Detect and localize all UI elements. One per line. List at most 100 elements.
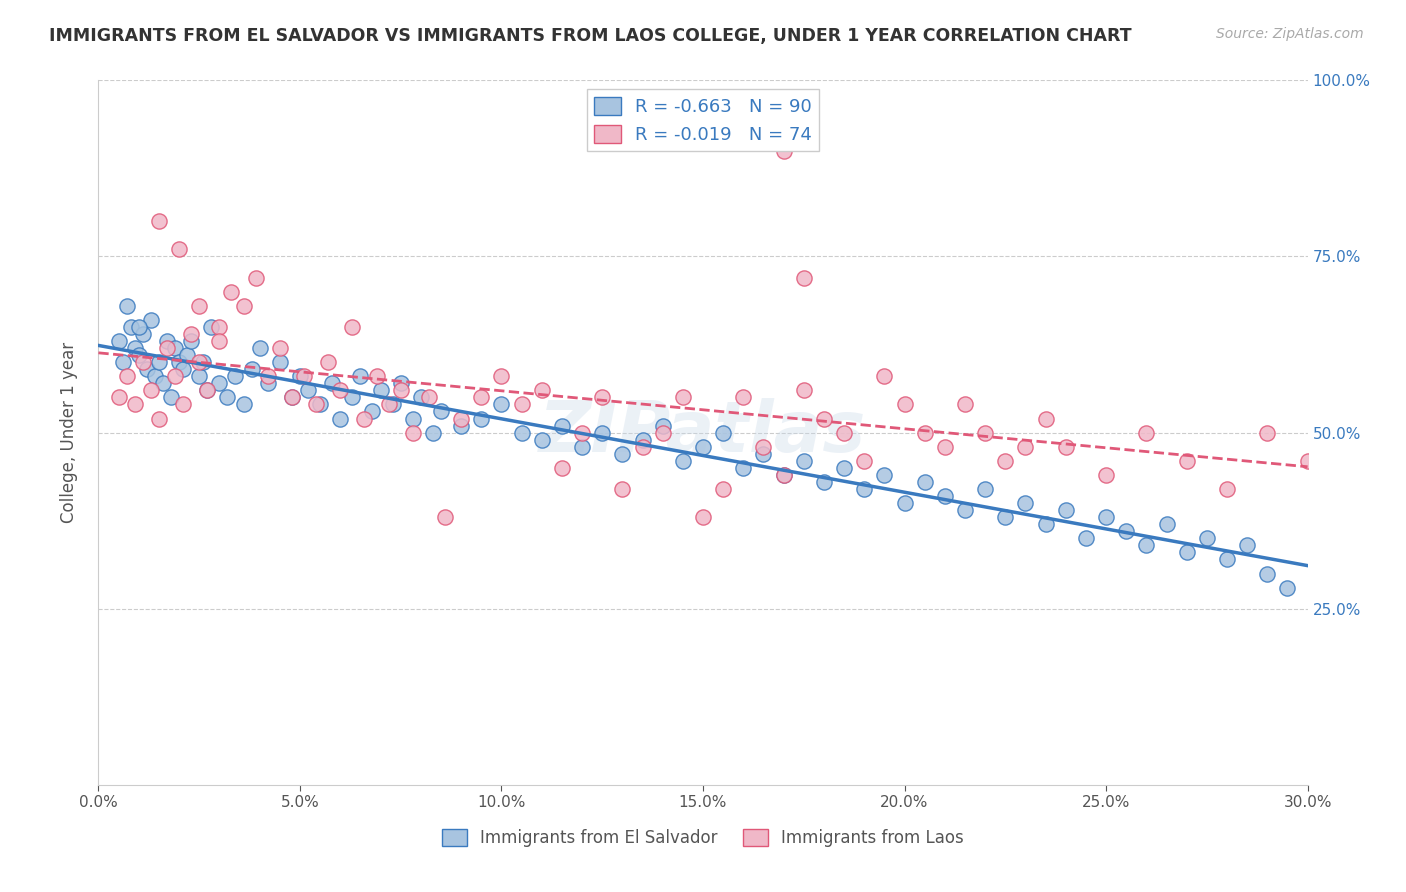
Point xyxy=(139,313,162,327)
Point xyxy=(409,391,432,405)
Point xyxy=(107,334,129,348)
Point xyxy=(309,397,332,411)
Point xyxy=(111,355,134,369)
Point xyxy=(934,440,956,454)
Point xyxy=(873,467,896,482)
Point xyxy=(188,355,211,369)
Point xyxy=(342,320,364,334)
Point xyxy=(1035,517,1057,532)
Y-axis label: College, Under 1 year: College, Under 1 year xyxy=(59,342,77,524)
Point xyxy=(167,243,190,257)
Point xyxy=(994,510,1017,524)
Point xyxy=(281,391,304,405)
Point xyxy=(124,397,146,411)
Point xyxy=(914,425,936,440)
Point xyxy=(1296,454,1319,468)
Point xyxy=(148,214,170,228)
Point xyxy=(631,440,654,454)
Point xyxy=(1054,440,1077,454)
Point xyxy=(692,440,714,454)
Text: ZIPatlas: ZIPatlas xyxy=(540,398,866,467)
Point xyxy=(221,285,243,299)
Point xyxy=(1135,425,1157,440)
Point xyxy=(711,425,734,440)
Point xyxy=(434,510,457,524)
Point xyxy=(974,482,997,496)
Point xyxy=(361,404,384,418)
Point xyxy=(256,376,278,391)
Point xyxy=(430,404,453,418)
Point xyxy=(115,299,138,313)
Point xyxy=(953,503,976,517)
Point xyxy=(321,376,343,391)
Point xyxy=(132,355,155,369)
Point xyxy=(163,369,186,384)
Point xyxy=(470,411,492,425)
Point xyxy=(450,418,472,433)
Point xyxy=(160,391,183,405)
Point xyxy=(1095,467,1118,482)
Point xyxy=(188,299,211,313)
Point xyxy=(530,433,553,447)
Point xyxy=(651,425,673,440)
Point xyxy=(132,326,155,341)
Point xyxy=(208,376,231,391)
Point xyxy=(551,460,574,475)
Point xyxy=(893,496,915,510)
Point xyxy=(510,397,533,411)
Point xyxy=(281,391,304,405)
Point xyxy=(813,475,835,489)
Point xyxy=(249,341,271,355)
Point xyxy=(853,482,876,496)
Point xyxy=(953,397,976,411)
Point xyxy=(195,384,218,398)
Point xyxy=(269,341,291,355)
Point xyxy=(571,440,593,454)
Point xyxy=(1195,532,1218,546)
Point xyxy=(167,355,190,369)
Point xyxy=(491,397,513,411)
Point xyxy=(156,334,179,348)
Point xyxy=(297,384,319,398)
Point xyxy=(612,482,634,496)
Point xyxy=(470,391,492,405)
Point xyxy=(1277,581,1299,595)
Point xyxy=(418,391,440,405)
Point xyxy=(200,320,222,334)
Point xyxy=(793,384,815,398)
Point xyxy=(245,270,267,285)
Point xyxy=(292,369,315,384)
Point xyxy=(422,425,444,440)
Point xyxy=(305,397,328,411)
Point xyxy=(120,320,142,334)
Point xyxy=(733,460,755,475)
Point xyxy=(152,376,174,391)
Point xyxy=(180,326,202,341)
Point xyxy=(793,454,815,468)
Point xyxy=(793,270,815,285)
Point xyxy=(530,384,553,398)
Point xyxy=(389,376,412,391)
Point xyxy=(813,411,835,425)
Point xyxy=(389,384,412,398)
Point xyxy=(172,397,194,411)
Point xyxy=(1175,454,1198,468)
Point xyxy=(115,369,138,384)
Point xyxy=(1175,545,1198,559)
Point xyxy=(692,510,714,524)
Point xyxy=(893,397,915,411)
Point xyxy=(349,369,371,384)
Point xyxy=(672,391,695,405)
Point xyxy=(711,482,734,496)
Point xyxy=(832,460,855,475)
Point xyxy=(342,391,364,405)
Point xyxy=(1156,517,1178,532)
Point xyxy=(402,425,425,440)
Point xyxy=(1236,538,1258,552)
Point xyxy=(163,341,186,355)
Point xyxy=(1256,566,1278,581)
Point xyxy=(172,362,194,376)
Point xyxy=(269,355,291,369)
Text: Source: ZipAtlas.com: Source: ZipAtlas.com xyxy=(1216,27,1364,41)
Point xyxy=(1014,440,1036,454)
